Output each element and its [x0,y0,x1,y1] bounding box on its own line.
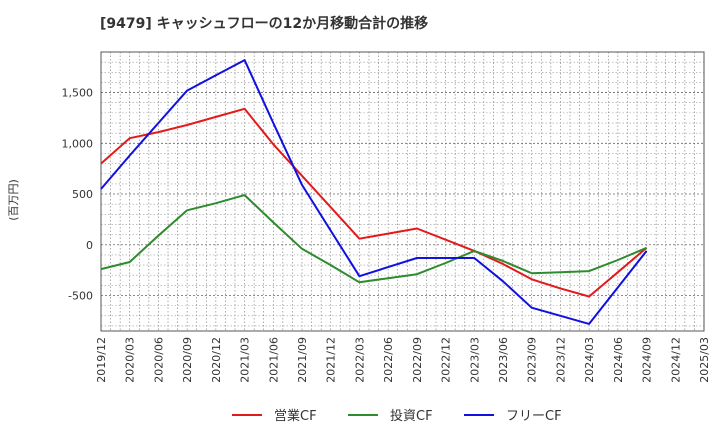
grid-lines [100,51,705,331]
x-axis-ticks: 2019/12 2020/03 2020/06 2020/09 2020/12 2021/… [95,337,711,383]
x-tick-label: 2025/03 [698,337,711,383]
x-tick-label: 2022/06 [382,337,395,383]
x-tick-label: 2019/12 [95,337,108,383]
x-tick-label: 2021/06 [267,337,280,383]
x-tick-label: 2022/03 [353,337,366,383]
legend: 営業CF 投資CF フリーCF [232,408,562,424]
x-tick-label: 2021/12 [325,337,338,383]
legend-label: 投資CF [390,408,433,424]
x-tick-label: 2022/12 [440,337,453,383]
x-tick-label: 2020/03 [124,337,137,383]
series-lines [100,59,648,325]
x-tick-label: 2023/09 [526,337,539,383]
series-line [100,107,648,298]
plot-frame [100,51,705,332]
x-tick-label: 2021/09 [296,337,309,383]
x-tick-label: 2024/09 [641,337,654,383]
chart-title: [9479] キャッシュフローの12か月移動合計の推移 [100,15,428,32]
x-tick-label: 2020/12 [210,337,223,383]
y-axis-label: (百万円) [7,179,20,221]
y-axis-ticks: -500 0 500 1,000 1,500 [62,87,94,303]
x-tick-label: 2020/06 [152,337,165,383]
legend-label: フリーCF [506,409,562,424]
x-tick-label: 2023/12 [554,337,567,383]
y-tick-label: 1,500 [62,87,94,100]
x-tick-label: 2024/12 [669,337,682,383]
x-tick-label: 2022/09 [411,337,424,383]
x-tick-label: 2021/03 [239,337,252,383]
series-line [100,194,647,284]
x-tick-label: 2024/06 [612,337,625,383]
x-tick-label: 2023/06 [497,337,510,383]
y-tick-label: 1,000 [62,137,94,150]
x-tick-label: 2024/03 [583,337,596,383]
x-tick-label: 2020/09 [181,337,194,383]
y-tick-label: 500 [72,188,93,201]
series-line [100,59,648,325]
legend-label: 営業CF [274,408,317,424]
y-tick-label: -500 [68,289,93,302]
y-tick-label: 0 [86,239,93,252]
x-tick-label: 2023/03 [468,337,481,383]
